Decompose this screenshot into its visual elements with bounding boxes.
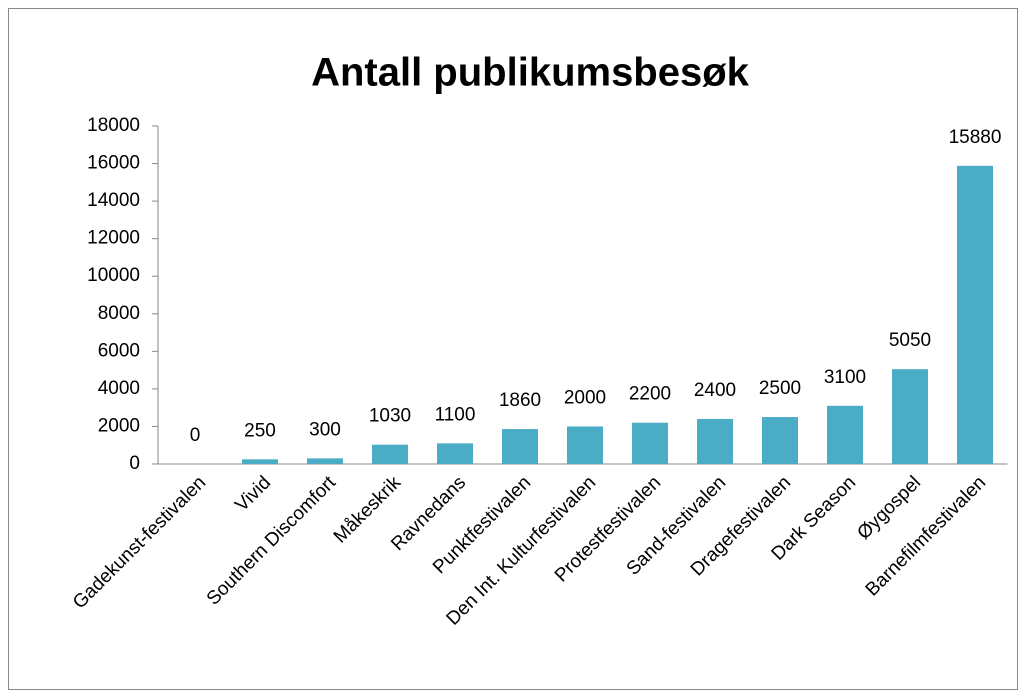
- chart-title: Antall publikumsbesøk: [311, 51, 750, 95]
- bar: [892, 369, 928, 464]
- data-label: 1860: [499, 390, 541, 411]
- data-label: 15880: [949, 127, 1002, 148]
- y-tick-label: 0: [129, 453, 140, 474]
- y-tick-label: 10000: [87, 265, 140, 286]
- chart-border: [8, 8, 1018, 690]
- data-label: 250: [244, 420, 276, 441]
- data-label: 2500: [759, 378, 801, 399]
- y-tick-label: 2000: [98, 415, 140, 436]
- data-label: 300: [309, 419, 341, 440]
- bar: [697, 418, 733, 464]
- y-tick-label: 18000: [87, 115, 140, 136]
- bar: [307, 458, 343, 464]
- data-label: 2400: [694, 380, 736, 401]
- data-label: 2000: [564, 387, 606, 408]
- bar: [372, 444, 408, 464]
- y-tick-label: 14000: [87, 190, 140, 211]
- y-tick-label: 16000: [87, 153, 140, 174]
- data-label: 0: [190, 425, 201, 446]
- bar: [957, 165, 993, 464]
- data-label: 1030: [369, 406, 411, 427]
- bar: [242, 459, 278, 464]
- bar: [437, 443, 473, 464]
- bar: [827, 405, 863, 464]
- data-label: 5050: [889, 330, 931, 351]
- y-tick-label: 6000: [98, 340, 140, 361]
- bar: [567, 426, 603, 464]
- bar: [632, 422, 668, 464]
- data-label: 2200: [629, 384, 671, 405]
- bar: [502, 429, 538, 464]
- y-tick-label: 4000: [98, 378, 140, 399]
- bar: [762, 417, 798, 464]
- y-tick-label: 8000: [98, 303, 140, 324]
- data-label: 3100: [824, 367, 866, 388]
- y-tick-label: 12000: [87, 228, 140, 249]
- data-label: 1100: [435, 404, 476, 425]
